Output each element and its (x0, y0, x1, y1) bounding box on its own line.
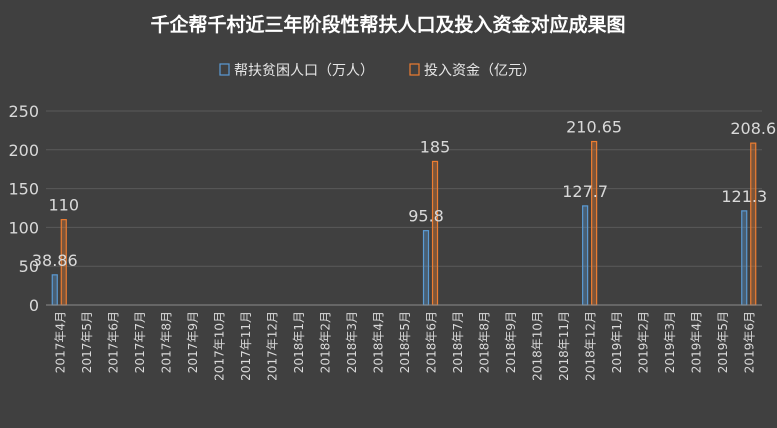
x-axis: 2017年4月 2017年5月 2017年6月 2017年7月 2017年8月 2017年… (46, 304, 762, 381)
x-tick-label: 2017年12月 (265, 311, 279, 381)
x-tick-label: 2019年4月 (690, 311, 704, 373)
bar-investment (591, 140, 598, 306)
y-axis: 0 50 100 150 200 250 (8, 102, 39, 315)
x-tick-label: 2018年3月 (345, 311, 359, 373)
x-tick-label: 2019年3月 (663, 311, 677, 373)
x-tick-label: 2018年9月 (504, 311, 518, 373)
y-tick-label: 250 (8, 102, 39, 121)
y-tick-label: 50 (19, 257, 39, 276)
x-tick-label: 2018年12月 (584, 311, 598, 381)
bar-poverty-population (51, 274, 58, 306)
x-tick-label: 2018年5月 (398, 311, 412, 373)
bar-poverty-population (582, 205, 589, 306)
gridlines (46, 110, 762, 267)
bar-investment (431, 160, 439, 306)
bar-poverty-population (741, 210, 748, 306)
x-tick-label: 2018年4月 (371, 311, 385, 373)
x-tick-label: 2018年11月 (557, 311, 571, 381)
legend: 帮扶贫困人口（万人） 投入资金（亿元） (219, 63, 536, 79)
y-tick-label: 0 (29, 296, 39, 315)
x-tick-label: 2019年1月 (610, 311, 624, 373)
x-tick-label: 2017年6月 (106, 311, 120, 373)
chart-title: 千企帮千村近三年阶段性帮扶人口及投入资金对应成果图 (150, 13, 625, 36)
data-label: 121.3 (721, 187, 767, 206)
data-label: 38.86 (32, 251, 78, 270)
legend-label-poverty-population: 帮扶贫困人口（万人） (234, 63, 374, 79)
data-label: 110 (48, 196, 79, 215)
x-tick-label: 2017年9月 (186, 311, 200, 373)
x-tick-label: 2018年6月 (425, 311, 439, 373)
data-label: 127.7 (562, 182, 608, 201)
data-label: 185 (420, 137, 451, 156)
x-tick-label: 2018年8月 (478, 311, 492, 373)
bar-poverty-population (422, 230, 430, 306)
x-tick-label: 2017年7月 (133, 311, 147, 373)
x-tick-label: 2018年7月 (451, 311, 465, 373)
x-tick-label: 2019年6月 (743, 311, 757, 373)
x-tick-label: 2018年1月 (292, 311, 306, 373)
data-labels: 38.86 95.8 127.7 121.3 110 185 210.65 208.6 (32, 118, 776, 270)
x-tick-label: 2017年11月 (239, 311, 253, 381)
y-tick-label: 150 (8, 180, 39, 199)
data-label: 208.6 (730, 119, 776, 138)
x-tick-label: 2019年2月 (637, 311, 651, 373)
y-tick-label: 100 (8, 218, 39, 237)
bar-investment (750, 142, 757, 306)
legend-swatch-investment (409, 63, 420, 76)
x-tick-label: 2018年2月 (318, 311, 332, 373)
y-tick-label: 200 (8, 141, 39, 160)
x-tick-label: 2019年5月 (716, 311, 730, 373)
legend-swatch-poverty-population (219, 63, 230, 76)
bars (51, 140, 757, 306)
x-tick-label: 2018年10月 (531, 311, 545, 381)
x-tick-label: 2017年10月 (212, 311, 226, 381)
data-label: 210.65 (566, 118, 622, 137)
legend-label-investment: 投入资金（亿元） (424, 63, 536, 79)
x-tick-label: 2017年8月 (159, 311, 173, 373)
data-label: 95.8 (408, 207, 444, 226)
x-tick-label: 2017年5月 (80, 311, 94, 373)
x-tick-label: 2017年4月 (53, 311, 67, 373)
